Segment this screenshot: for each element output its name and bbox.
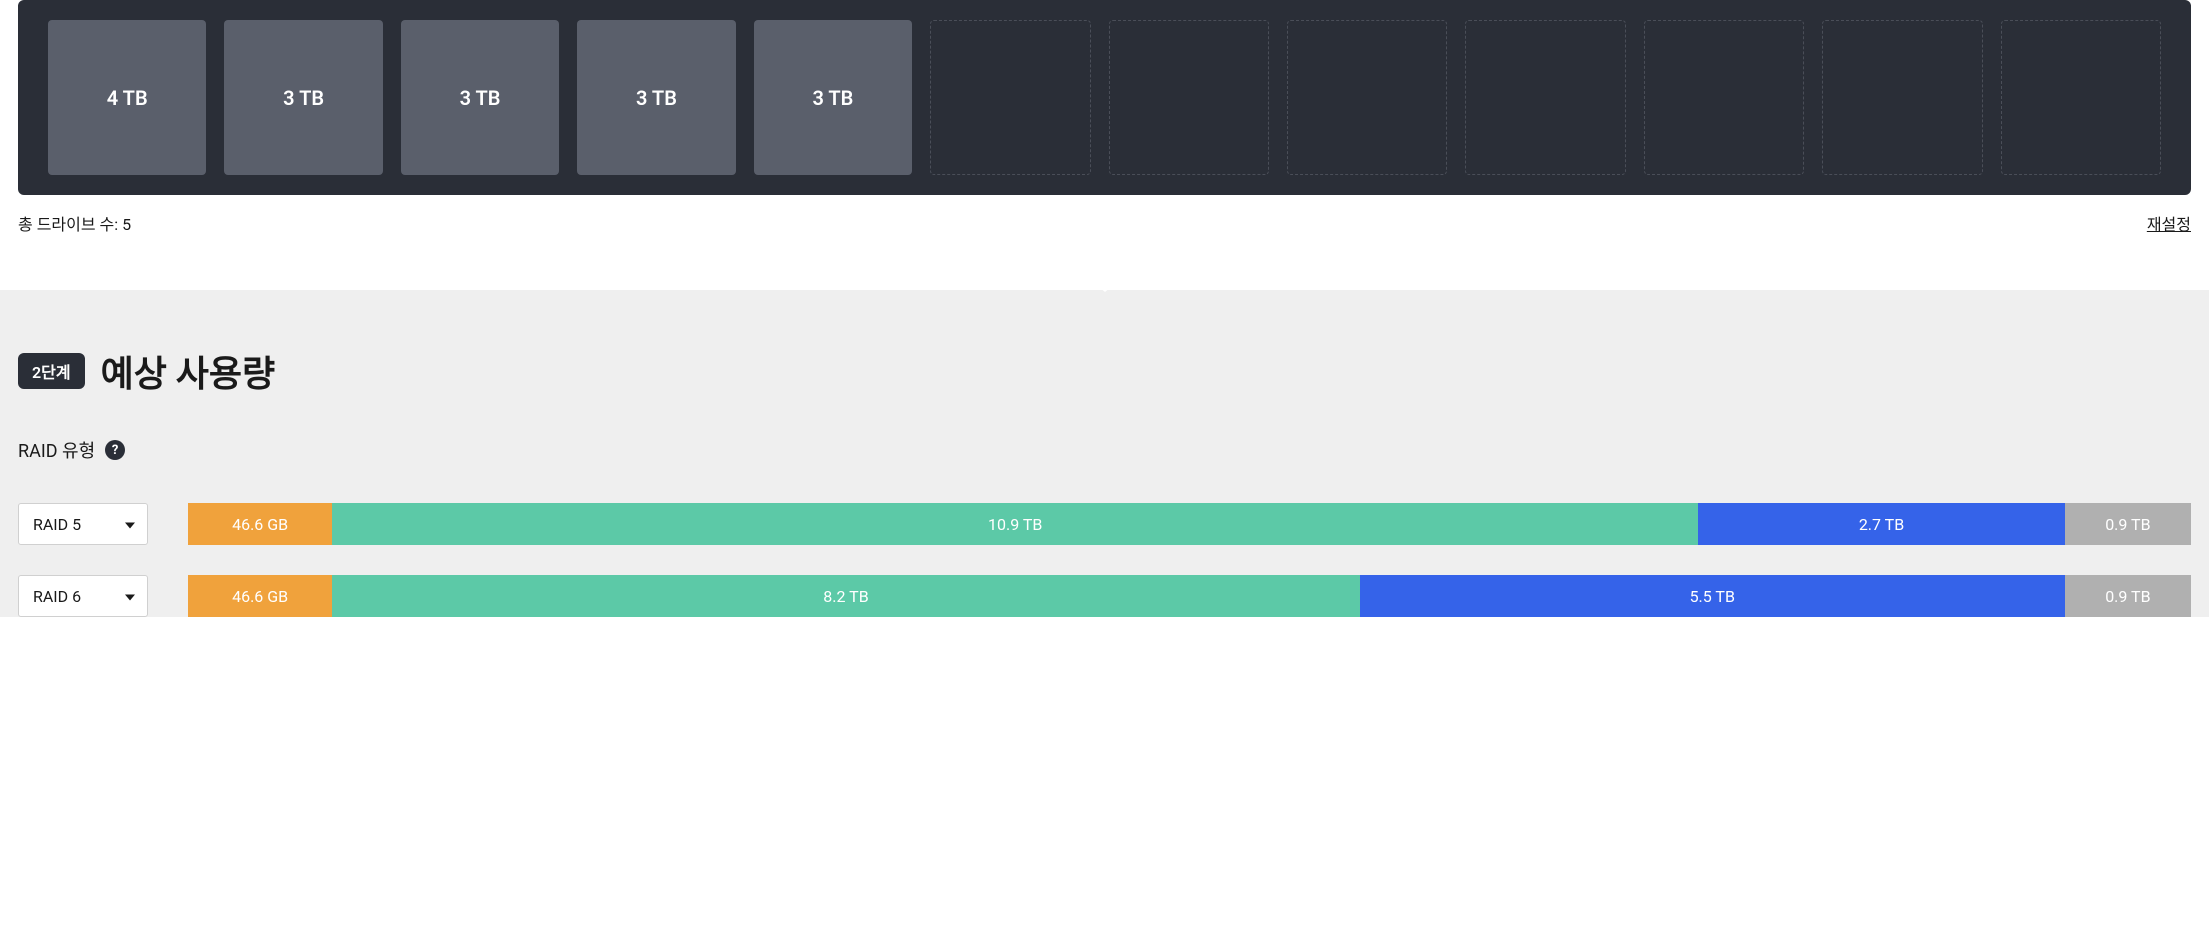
drive-slot-filled[interactable]: 3 TB [401, 20, 559, 175]
usage-segment: 2.7 TB [1698, 503, 2065, 545]
usage-bar: 46.6 GB10.9 TB2.7 TB0.9 TB [188, 503, 2191, 545]
drive-slot-empty[interactable] [930, 20, 1090, 175]
usage-segment: 46.6 GB [188, 503, 332, 545]
drive-count-label: 총 드라이브 수: 5 [18, 211, 131, 235]
usage-section: 2단계 예상 사용량 RAID 유형 ? RAID 5 46.6 GB10.9 T… [0, 290, 2209, 617]
drive-info-row: 총 드라이브 수: 5 재설정 [0, 195, 2209, 235]
raid-row: RAID 6 46.6 GB8.2 TB5.5 TB0.9 TB [18, 575, 2191, 617]
reset-link[interactable]: 재설정 [2147, 211, 2191, 235]
drive-slot-filled[interactable]: 3 TB [577, 20, 735, 175]
usage-segment: 8.2 TB [332, 575, 1360, 617]
drive-slot-empty[interactable] [1287, 20, 1447, 175]
drive-slot-empty[interactable] [1644, 20, 1804, 175]
drive-slot-empty[interactable] [2001, 20, 2161, 175]
drive-slot-filled[interactable]: 3 TB [224, 20, 382, 175]
drive-slot-filled[interactable]: 3 TB [754, 20, 912, 175]
step-title: 예상 사용량 [101, 345, 276, 397]
drive-panel: 4 TB3 TB3 TB3 TB3 TB [18, 0, 2191, 195]
usage-segment: 0.9 TB [2065, 503, 2191, 545]
usage-segment: 46.6 GB [188, 575, 332, 617]
usage-bar: 46.6 GB8.2 TB5.5 TB0.9 TB [188, 575, 2191, 617]
raid-rows: RAID 5 46.6 GB10.9 TB2.7 TB0.9 TB RAID 6 46… [18, 503, 2191, 617]
usage-segment: 0.9 TB [2065, 575, 2191, 617]
drive-slot-empty[interactable] [1109, 20, 1269, 175]
usage-segment: 10.9 TB [332, 503, 1698, 545]
step-header: 2단계 예상 사용량 [18, 345, 2191, 397]
raid-select[interactable]: RAID 6 [18, 575, 148, 617]
drive-slot-empty[interactable] [1822, 20, 1982, 175]
drive-slot-empty[interactable] [1465, 20, 1625, 175]
usage-segment: 5.5 TB [1360, 575, 2065, 617]
drive-slot-filled[interactable]: 4 TB [48, 20, 206, 175]
raid-select[interactable]: RAID 5 [18, 503, 148, 545]
raid-type-row: RAID 유형 ? [18, 437, 2191, 463]
help-icon[interactable]: ? [105, 440, 125, 460]
step-badge: 2단계 [18, 353, 85, 389]
raid-row: RAID 5 46.6 GB10.9 TB2.7 TB0.9 TB [18, 503, 2191, 545]
raid-type-label: RAID 유형 [18, 437, 95, 463]
